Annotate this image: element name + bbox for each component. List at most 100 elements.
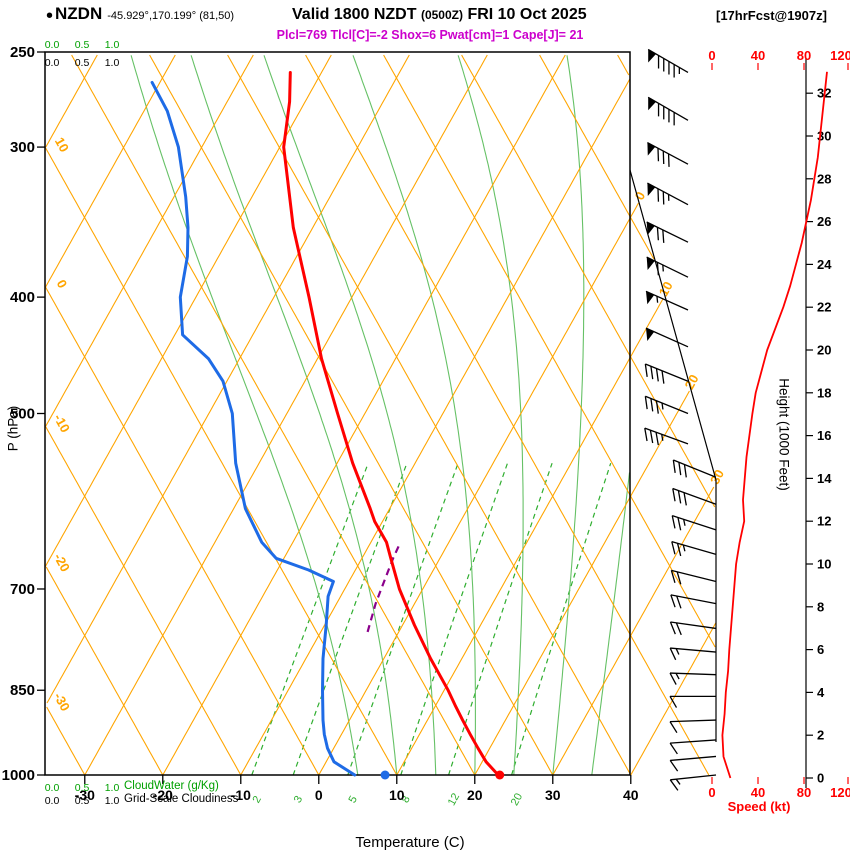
wind-barb-halffeather: [675, 648, 680, 655]
isotherm-line: [396, 298, 664, 776]
isotherm-label: 30: [707, 467, 727, 487]
wind-barb-feather: [656, 262, 659, 276]
wind-barb-feather: [678, 462, 682, 476]
wind-barb-feather: [677, 517, 682, 531]
dry-adiabat-line: [305, 54, 710, 776]
temperature-tick-label: 20: [467, 787, 483, 803]
dry-adiabat-line: [71, 54, 476, 776]
wind-barb-feather: [669, 621, 676, 635]
dry-adiabat-label: -30: [51, 690, 73, 714]
dry-adiabat-line: [539, 54, 655, 260]
pressure-tick-label: 300: [10, 139, 35, 156]
wind-barb-feather: [676, 595, 682, 609]
wind-barb-feather: [644, 363, 648, 377]
wind-barb-feather: [676, 571, 682, 585]
moist-adiabat-line: [352, 55, 476, 776]
wind-barb-shaft: [646, 256, 689, 278]
dewpoint-curve: [150, 80, 357, 777]
wind-barb-shaft: [670, 739, 717, 744]
isotherm-line: [630, 622, 717, 776]
wind-barb-flag: [646, 222, 655, 235]
isotherm-line: [162, 54, 566, 776]
cloudiness-scale-label: Grid-Scale Cloudiness: [124, 793, 239, 805]
wind-barb-shaft: [670, 672, 717, 676]
moist-adiabat-line: [190, 55, 398, 776]
pressure-tick-label: 850: [10, 682, 35, 699]
cloud-scale-numbers: 0.0 0.5 1.0 0.0 0.5 1.0 0.0 0.5 1.0 0.0 0.5 1.0: [45, 39, 120, 807]
wind-barb-flag: [646, 291, 655, 305]
temperature-tick-label: 10: [389, 787, 405, 803]
pressure-tick-label: 700: [10, 581, 35, 598]
temperature-axis-ticks: -30 -20 -10 0 10 20 30 40: [75, 775, 639, 803]
wind-barb-shaft: [673, 459, 717, 478]
wind-barb-feather: [669, 721, 678, 734]
wind-barb-flag: [647, 183, 656, 196]
wind-barb-shaft: [670, 621, 717, 630]
wind-barb-feather: [670, 570, 676, 584]
mixing-ratio-line: [448, 463, 553, 776]
mixing-ratio-label: 2: [250, 794, 263, 805]
isotherm-grid: 0 10 20 30: [44, 54, 727, 776]
wind-barb-shaft: [670, 774, 717, 781]
dry-adiabat-line: [45, 286, 320, 776]
moist-adiabat-line: [552, 55, 585, 776]
height-tick-label: 12: [817, 514, 831, 529]
moist-adiabat-line: [263, 55, 437, 776]
mixing-ratio-label: 8: [399, 794, 412, 805]
speed-tick-label: 0: [708, 48, 715, 63]
wind-barb-feather: [655, 400, 659, 414]
cloud-scale-number: 0.5: [75, 39, 90, 51]
wind-barb-flag: [646, 328, 655, 341]
stability-parameters: Plcl=769 Tlcl[C]=-2 Shox=6 Pwat[cm]=1 Ca…: [276, 28, 584, 42]
wind-barb-feather: [676, 543, 682, 557]
wind-barb-shaft: [645, 395, 689, 415]
temperature-tick-label: -30: [75, 787, 95, 803]
height-tick-label: 0: [817, 771, 824, 786]
wind-barb-shaft: [646, 221, 689, 243]
height-tick-label: 26: [817, 214, 831, 229]
wind-barb-feather: [656, 227, 659, 241]
height-tick-label: 24: [817, 257, 832, 272]
wind-barb-shaft: [670, 755, 717, 762]
wind-barb-shaft: [645, 363, 689, 382]
wind-barb-flag: [648, 97, 656, 111]
isotherm-line: [474, 390, 690, 776]
wind-barb-feather: [672, 488, 676, 502]
dry-adiabat-label: -20: [51, 551, 73, 575]
wind-barb-feather: [644, 428, 648, 442]
dry-adiabat-line: [461, 54, 716, 508]
mixing-ratio-line: [511, 463, 612, 776]
mixing-ratio-line: [400, 463, 509, 776]
wind-barb-feather: [661, 370, 665, 384]
wind-barb-halffeather: [661, 402, 664, 410]
wind-barb-feather: [669, 696, 678, 708]
height-axis-title: Height (1000 Feet): [776, 378, 792, 491]
temperature-tick-label: 30: [545, 787, 561, 803]
dry-adiabat-line: [383, 54, 716, 648]
wind-barb-feather: [671, 541, 676, 555]
wind-barbs: [644, 48, 717, 791]
wind-barb-flag: [646, 257, 655, 270]
speed-tick-label: 120: [830, 48, 850, 63]
speed-tick-label: 40: [751, 48, 765, 63]
wind-barb-halffeather: [656, 296, 659, 303]
wind-barb-shaft: [647, 182, 689, 206]
height-tick-label: 18: [817, 385, 831, 400]
mixing-ratio-line: [347, 462, 459, 776]
cloud-scale-number: 0.5: [75, 57, 90, 69]
speed-tick-label: 0: [708, 785, 715, 800]
temperature-tick-label: -20: [153, 787, 173, 803]
valid-time-prefix: Valid 1800 NZDT: [292, 6, 417, 23]
wind-barb-feather: [675, 622, 682, 636]
height-tick-label: 28: [817, 171, 831, 186]
speed-tick-label: 80: [797, 48, 811, 63]
height-tick-label: 8: [817, 599, 824, 614]
wind-barb-feather: [644, 396, 648, 410]
isotherm-line: [46, 54, 410, 704]
height-tick-label: 2: [817, 728, 824, 743]
station-coordinates: -45.929°,170.199° (81,50): [107, 10, 235, 22]
wind-barb-feather: [650, 398, 654, 412]
wind-barb-shaft: [670, 719, 717, 723]
wind-barb-feather: [683, 492, 687, 506]
